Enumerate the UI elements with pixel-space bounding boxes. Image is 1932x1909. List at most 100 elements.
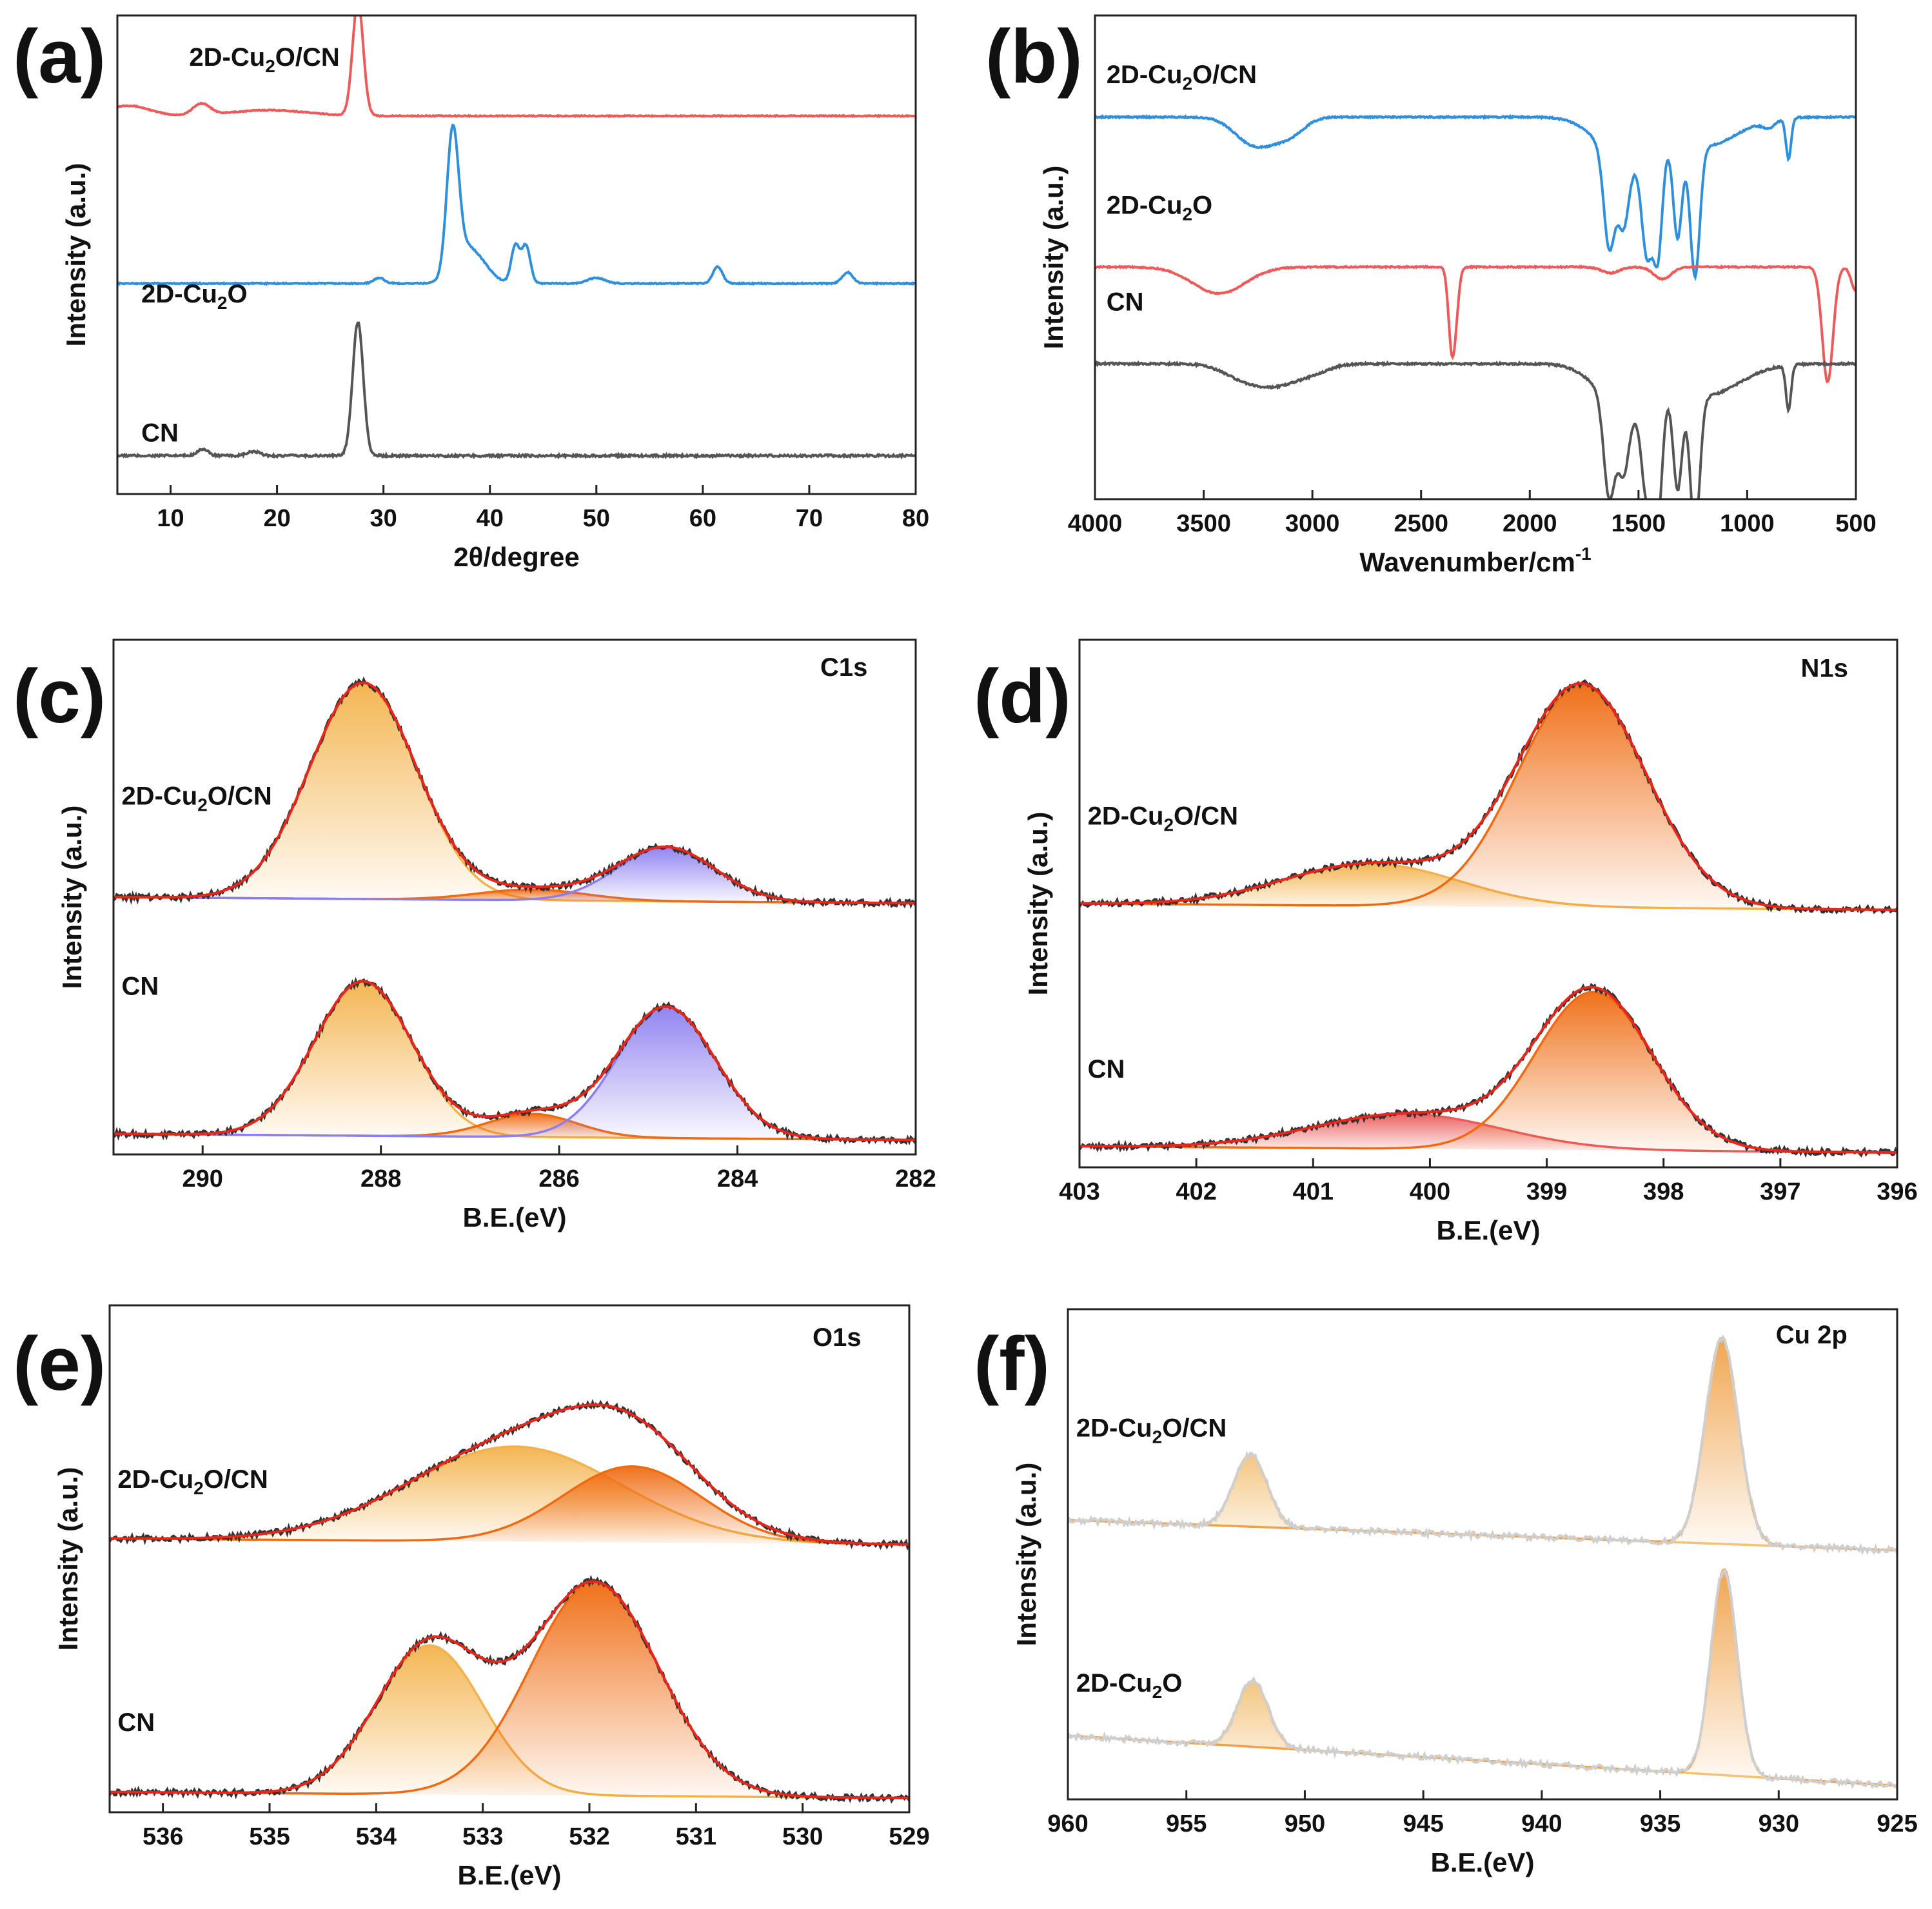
x-tick-label: 290 (182, 1165, 223, 1192)
x-tick-label: 935 (1640, 1810, 1681, 1837)
series-line-2D-Cu2O/CN (1095, 114, 1856, 281)
series-label: 2D-Cu2O/CN (1107, 61, 1257, 94)
core-level-label: N1s (1801, 654, 1848, 682)
x-axis-label: B.E.(eV) (1436, 1215, 1540, 1245)
x-axis-label: B.E.(eV) (457, 1860, 561, 1890)
y-axis-label: Intensity (a.u.) (57, 806, 87, 989)
fit-envelope (113, 980, 916, 1142)
plot-area-c: 2D-Cu2O/CN CN C1s (113, 653, 916, 1145)
x-tick-label: 1500 (1612, 510, 1666, 537)
fit-envelope (1079, 985, 1897, 1154)
series-label: 2D-Cu2O/CN (117, 1465, 268, 1498)
panel-d: 2D-Cu2O/CN CN N1s 403 402 401 400 399 398 397 396 B… (974, 638, 1918, 1245)
x-tick-label: 402 (1176, 1178, 1216, 1205)
panel-letter: (b) (985, 14, 1083, 99)
x-tick-label: 530 (782, 1823, 823, 1850)
fit-component-fill (110, 1466, 909, 1545)
x-tick-label: 2500 (1394, 510, 1448, 537)
plot-area-a: 2D-Cu2O/CN 2D-Cu2O CN (117, 15, 916, 460)
x-tick-label: 284 (717, 1165, 758, 1192)
series-line-2D-Cu2O/CN (117, 15, 916, 119)
series-label: CN (1088, 1055, 1125, 1083)
x-tick-label: 1000 (1720, 510, 1775, 537)
plot-area-f: 2D-Cu2O/CN 2D-Cu2O Cu 2p (1068, 1321, 1897, 1789)
series-line-CN (1095, 360, 1856, 499)
plot-frame-b (1094, 14, 1857, 500)
x-tick-label: 534 (356, 1823, 397, 1850)
fit-component-line (1068, 1568, 1897, 1787)
plot-frame-d (1078, 638, 1898, 1169)
series-label: 2D-Cu2O/CN (121, 782, 271, 815)
core-level-label: O1s (813, 1323, 862, 1352)
x-tick-label: 925 (1877, 1810, 1917, 1837)
fit-component-fill (1079, 992, 1897, 1153)
fit-component-fill (1079, 864, 1897, 910)
panel-letter: (e) (13, 1321, 106, 1407)
x-tick-label: 533 (462, 1823, 503, 1850)
panel-a: 2D-Cu2O/CN 2D-Cu2O CN 10 20 30 40 50 60 70 80 2θ/de… (13, 14, 929, 572)
x-tick-label: 399 (1526, 1178, 1567, 1205)
x-axis-label: 2θ/degree (453, 542, 579, 572)
fit-component-fill (113, 889, 916, 904)
core-level-label: C1s (820, 653, 867, 682)
y-axis-label: Intensity (a.u.) (1038, 166, 1069, 350)
series-label: 2D-Cu2O/CN (1088, 802, 1238, 835)
series-line-2D-Cu2O (1095, 264, 1856, 384)
x-tick-label: 40 (477, 505, 504, 532)
x-tick-label: 282 (895, 1165, 936, 1192)
y-axis-label: Intensity (a.u.) (1023, 812, 1053, 996)
series-label: CN (1107, 288, 1144, 317)
series-label: 2D-Cu2O (141, 280, 247, 313)
x-tick-label: 3500 (1176, 510, 1231, 537)
series-label: 2D-Cu2O (1076, 1669, 1182, 1702)
x-tick-label: 60 (689, 505, 716, 532)
series-label: CN (117, 1708, 155, 1737)
x-tick-label: 10 (157, 505, 184, 532)
x-tick-label: 30 (370, 505, 397, 532)
x-tick-label: 20 (263, 505, 290, 532)
x-tick-label: 500 (1835, 510, 1876, 537)
fit-envelope (1079, 682, 1897, 911)
x-tick-label: 531 (676, 1823, 716, 1850)
x-tick-label: 50 (583, 505, 610, 532)
x-tick-label: 950 (1285, 1810, 1325, 1837)
y-axis-label: Intensity (a.u.) (1011, 1463, 1041, 1647)
x-axis-label: Wavenumber/cm-1 (1359, 544, 1591, 577)
fit-component-fill (1068, 1454, 1897, 1550)
x-tick-label: 3000 (1285, 510, 1340, 537)
fit-envelope (110, 1580, 909, 1799)
x-tick-label: 70 (796, 505, 823, 532)
plot-frame-c (112, 638, 917, 1156)
fit-component-fill (113, 682, 916, 904)
x-axis-label: B.E.(eV) (462, 1202, 566, 1232)
x-tick-label: 945 (1403, 1810, 1443, 1837)
x-tick-label: 4000 (1068, 510, 1123, 537)
fit-component-fill (1068, 1338, 1897, 1550)
raw-spectrum (1068, 1334, 1897, 1556)
panel-f: 2D-Cu2O/CN 2D-Cu2O Cu 2p 960 955 950 945 940 935… (974, 1308, 1918, 1877)
x-tick-label: 401 (1293, 1178, 1334, 1205)
series-label: CN (121, 973, 159, 1001)
panel-letter: (a) (13, 14, 106, 99)
x-tick-label: 529 (889, 1823, 929, 1850)
panel-c: 2D-Cu2O/CN CN C1s 290 288 286 284 282 B.E.(eV) In… (13, 638, 936, 1232)
x-tick-label: 400 (1410, 1178, 1450, 1205)
fit-component-line (1068, 1679, 1897, 1787)
x-tick-label: 960 (1047, 1810, 1088, 1837)
x-tick-label: 396 (1877, 1178, 1917, 1205)
plot-area-e: 2D-Cu2O/CN CN O1s (110, 1323, 909, 1804)
series-line-CN (117, 321, 916, 460)
x-tick-label: 930 (1759, 1810, 1799, 1837)
y-axis-label: Intensity (a.u.) (53, 1467, 83, 1651)
x-tick-label: 535 (249, 1823, 290, 1850)
fit-component-fill (113, 1007, 916, 1140)
fit-component-fill (1079, 686, 1897, 910)
x-tick-label: 955 (1166, 1810, 1207, 1837)
panel-letter: (d) (974, 654, 1071, 739)
y-axis-label: Intensity (a.u.) (61, 163, 91, 347)
series-label: 2D-Cu2O/CN (1076, 1414, 1227, 1447)
fit-envelope (113, 681, 916, 905)
fit-component-fill (113, 1114, 916, 1140)
x-tick-label: 2000 (1503, 510, 1557, 537)
